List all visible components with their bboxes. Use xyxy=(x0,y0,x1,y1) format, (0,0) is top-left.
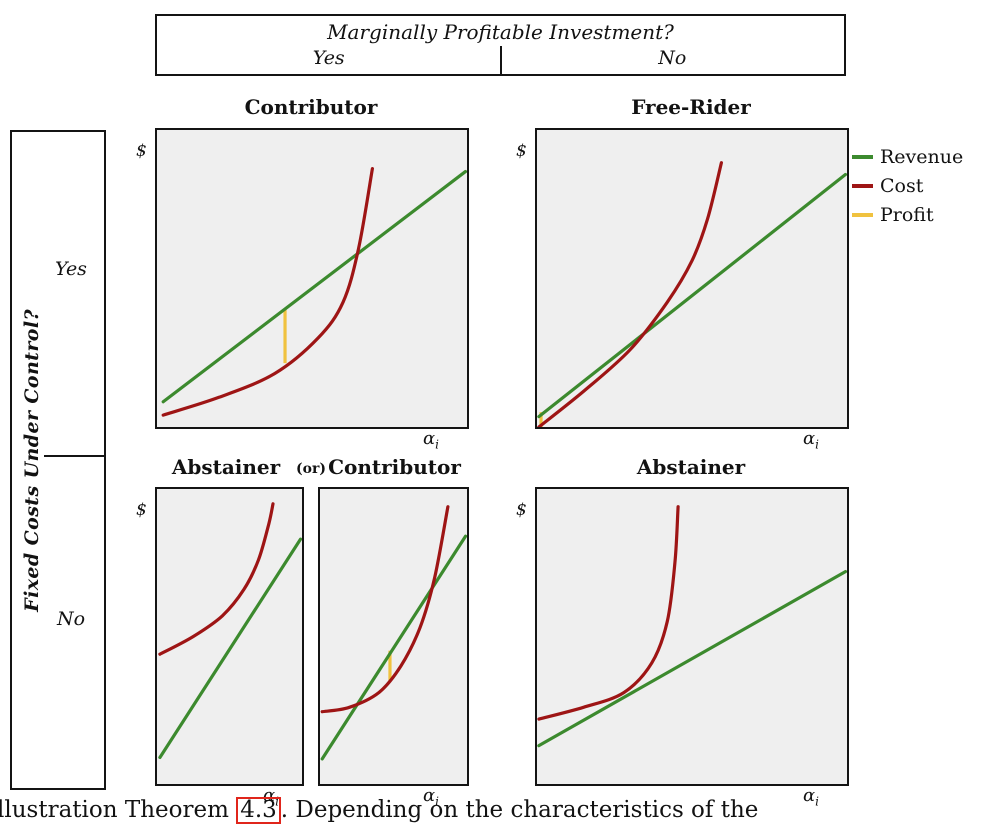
alpha-subscript: i xyxy=(275,794,279,809)
panel-title-free-rider: Free-Rider xyxy=(631,95,751,119)
row-header-title: Fixed Costs Under Control? xyxy=(21,308,43,612)
row-divider xyxy=(44,455,104,457)
x-axis-alpha-label: αi xyxy=(803,785,819,809)
column-label-no: No xyxy=(658,47,687,69)
legend-label-cost: Cost xyxy=(880,174,924,197)
x-axis-alpha-label: αi xyxy=(423,428,439,452)
alpha-subscript: i xyxy=(435,794,439,809)
caption-prefix: llustration Theorem xyxy=(0,797,237,823)
caption-suffix: . Depending on the characteristics of th… xyxy=(280,797,759,823)
x-axis-alpha-label: αi xyxy=(263,785,279,809)
legend-label-revenue: Revenue xyxy=(880,145,964,168)
panel-title-abstainer-right: Abstainer xyxy=(636,455,746,479)
panel-title-contributor-small: Contributor xyxy=(328,455,461,479)
row-label-yes: Yes xyxy=(55,258,87,280)
column-header-box: Marginally Profitable Investment? Yes No xyxy=(155,14,846,76)
row-label-no: No xyxy=(56,608,86,630)
alpha-symbol: α xyxy=(423,785,436,806)
cost-line-swatch-icon xyxy=(852,183,873,188)
alpha-subscript: i xyxy=(435,437,439,452)
revenue-line-swatch-icon xyxy=(852,154,873,159)
column-divider xyxy=(499,46,502,74)
y-axis-dollar-label: $ xyxy=(516,141,527,161)
legend-item-cost: Cost xyxy=(852,174,963,197)
panel-title-contributor: Contributor xyxy=(244,95,378,119)
alpha-symbol: α xyxy=(803,785,816,806)
y-axis-dollar-label: $ xyxy=(136,141,147,161)
y-axis-dollar-label: $ xyxy=(516,500,527,520)
legend-item-profit: Profit xyxy=(852,203,963,226)
row-header-title-wrap: Fixed Costs Under Control? xyxy=(21,132,43,788)
profit-line-swatch-icon xyxy=(852,212,873,217)
row-header-box: Fixed Costs Under Control? Yes No xyxy=(10,130,106,790)
figure-caption: llustration Theorem 4.3. Depending on th… xyxy=(0,797,758,824)
alpha-symbol: α xyxy=(803,428,816,449)
legend: Revenue Cost Profit xyxy=(852,146,963,233)
x-axis-alpha-label: αi xyxy=(423,785,439,809)
y-axis-dollar-label: $ xyxy=(136,500,147,520)
panel-title-or-connector: (or) xyxy=(296,461,326,477)
plot-free-rider xyxy=(535,128,849,429)
theorem-reference-link[interactable]: 4.3 xyxy=(236,797,281,824)
column-header-title: Marginally Profitable Investment? xyxy=(327,20,674,44)
plot-contributor xyxy=(155,128,469,429)
alpha-subscript: i xyxy=(815,794,819,809)
column-label-yes: Yes xyxy=(312,47,345,69)
legend-item-revenue: Revenue xyxy=(852,145,964,168)
alpha-symbol: α xyxy=(263,785,276,806)
alpha-symbol: α xyxy=(423,428,436,449)
legend-label-profit: Profit xyxy=(880,203,934,226)
panel-title-abstainer-left: Abstainer xyxy=(171,455,281,479)
x-axis-alpha-label: αi xyxy=(803,428,819,452)
plot-abstainer-right xyxy=(535,487,849,786)
alpha-subscript: i xyxy=(815,437,819,452)
plot-contributor-small xyxy=(318,487,469,786)
plot-abstainer-left xyxy=(155,487,304,786)
